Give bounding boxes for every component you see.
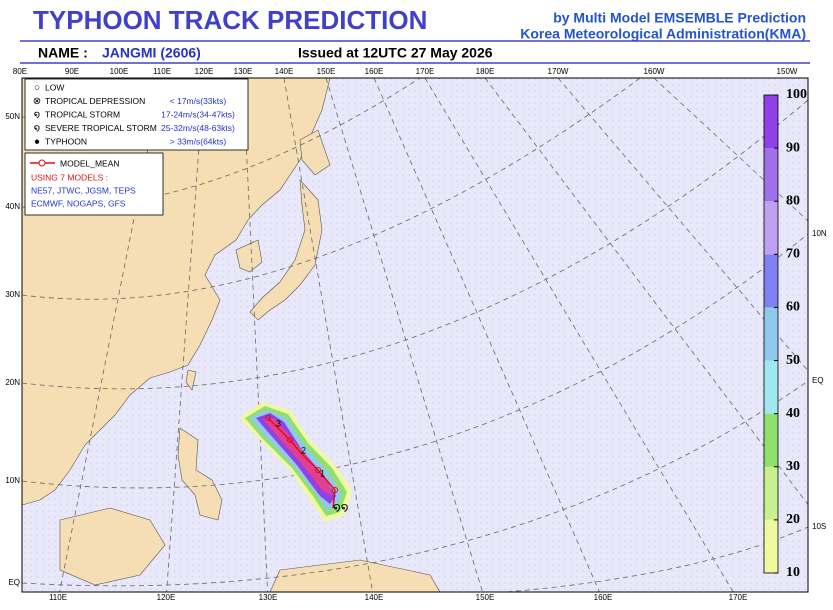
day-label: 2 bbox=[301, 445, 306, 455]
legend-symbol: ໑ bbox=[34, 110, 40, 121]
lat-label: 10N bbox=[812, 229, 827, 238]
land-new-guinea bbox=[269, 559, 441, 592]
legend-box bbox=[24, 78, 249, 151]
lat-label: EQ bbox=[8, 578, 20, 587]
lon-label: 140E bbox=[365, 593, 384, 602]
colorbar-label: 60 bbox=[786, 300, 800, 315]
colorbar-bin bbox=[764, 201, 778, 255]
lon-label: 140E bbox=[275, 67, 294, 76]
colorbar-label: 90 bbox=[786, 140, 800, 155]
colorbar-label: 30 bbox=[786, 459, 800, 474]
lat-label: 10N bbox=[5, 476, 20, 485]
models-list: NE57, JTWC, JGSM, TEPS bbox=[31, 185, 136, 195]
land-borneo bbox=[59, 507, 166, 586]
legend-symbol: ○ bbox=[34, 83, 40, 94]
colorbar-label: 50 bbox=[786, 353, 800, 368]
lat-label: 40N bbox=[5, 202, 20, 211]
credit: Korea Meteorological Administration(KMA) bbox=[520, 26, 806, 42]
lon-label: 170W bbox=[548, 67, 569, 76]
colorbar-label: 80 bbox=[786, 193, 800, 208]
lon-label: 160E bbox=[365, 67, 384, 76]
lon-label: 100E bbox=[110, 67, 129, 76]
land-hokkaido bbox=[299, 129, 331, 176]
lon-label: 180E bbox=[476, 67, 495, 76]
colorbar-bin bbox=[764, 148, 778, 202]
title: TYPHOON TRACK PREDICTION bbox=[33, 5, 427, 35]
lat-label: 30N bbox=[5, 290, 20, 299]
models-list: ECMWF, NOGAPS, GFS bbox=[31, 198, 126, 208]
legend-speed: 25-32m/s(48-63kts) bbox=[161, 123, 235, 133]
day-label: 1 bbox=[320, 468, 325, 478]
colorbar-bin bbox=[764, 360, 778, 414]
lon-label: 90E bbox=[65, 67, 79, 76]
land-philippines bbox=[177, 427, 223, 521]
land-japan bbox=[249, 179, 323, 321]
lon-label: 170E bbox=[416, 67, 435, 76]
lat-label: 50N bbox=[5, 112, 20, 121]
colorbar-label: 70 bbox=[786, 247, 800, 262]
lat-label: 10S bbox=[812, 522, 826, 531]
colorbar-bin bbox=[764, 307, 778, 361]
lon-label: 80E bbox=[13, 67, 27, 76]
track-line bbox=[267, 417, 336, 509]
lon-label: 170E bbox=[729, 593, 748, 602]
legend-speed: > 33m/s(64kts) bbox=[170, 136, 227, 146]
lat-label: EQ bbox=[812, 376, 824, 385]
map-frame bbox=[21, 77, 809, 593]
lon-label: 150W bbox=[777, 67, 798, 76]
mean-label: MODEL_MEAN bbox=[60, 158, 120, 168]
colorbar-bin bbox=[764, 413, 778, 467]
colorbar-label: 40 bbox=[786, 406, 800, 421]
land-korea bbox=[235, 239, 263, 273]
lon-label: 150E bbox=[476, 593, 495, 602]
mean-icon bbox=[38, 159, 46, 167]
legend-symbol: ● bbox=[34, 137, 40, 148]
colorbar-label: 20 bbox=[786, 512, 800, 527]
lon-label: 160W bbox=[644, 67, 665, 76]
lon-label: 110E bbox=[153, 67, 171, 76]
axis-labels: 80E 90E 100E 110E 120E 130E 140E 150E 160E 170E 18… bbox=[5, 67, 827, 602]
lat-label: 20N bbox=[5, 378, 20, 387]
legend: ○ LOW⊗ TROPICAL DEPRESSION < 17m/s(33kts)໑ T… bbox=[33, 82, 235, 147]
storm-name: JANGMI (2606) bbox=[102, 45, 201, 61]
colorbar-frame bbox=[763, 94, 779, 574]
lon-label: 130E bbox=[234, 67, 253, 76]
lon-label: 150E bbox=[317, 67, 336, 76]
issued: Issued at 12UTC 27 May 2026 bbox=[298, 45, 493, 61]
legend-name: TROPICAL STORM bbox=[45, 109, 120, 119]
legend-name: LOW bbox=[45, 82, 64, 92]
models-label: USING 7 MODELS : bbox=[31, 172, 108, 182]
credit: by Multi Model EMSEMBLE Prediction bbox=[553, 10, 806, 26]
storm-symbol: ໑໑ bbox=[333, 500, 348, 514]
legend-name: SEVERE TROPICAL STORM bbox=[45, 123, 157, 133]
lon-label: 110E bbox=[49, 593, 67, 602]
track-points bbox=[265, 415, 338, 493]
probability bbox=[240, 402, 352, 522]
colorbar-label: 10 bbox=[786, 565, 800, 580]
colorbar-bin bbox=[764, 466, 778, 520]
colorbar-bin bbox=[764, 254, 778, 308]
legend-symbol: ໑ bbox=[34, 123, 40, 134]
lon-label: 130E bbox=[259, 593, 278, 602]
legend-name: TROPICAL DEPRESSION bbox=[45, 96, 145, 106]
colorbar-bin bbox=[764, 519, 778, 573]
legend-speed: < 17m/s(33kts) bbox=[170, 96, 227, 106]
lon-label: 120E bbox=[157, 593, 176, 602]
land-taiwan bbox=[185, 369, 197, 391]
colorbar-bin bbox=[764, 95, 778, 149]
day-label: 3 bbox=[276, 418, 281, 428]
legend-speed: 17-24m/s(34-47kts) bbox=[161, 109, 235, 119]
lon-label: 160E bbox=[594, 593, 613, 602]
colorbar: 10 20 30 40 50 60 70 80 90 100 bbox=[763, 87, 807, 580]
name-label: NAME : bbox=[38, 45, 88, 61]
legend-name: TYPHOON bbox=[45, 136, 87, 146]
lon-label: 120E bbox=[195, 67, 214, 76]
legend-symbol: ⊗ bbox=[33, 96, 41, 107]
colorbar-label: 100 bbox=[786, 87, 807, 102]
